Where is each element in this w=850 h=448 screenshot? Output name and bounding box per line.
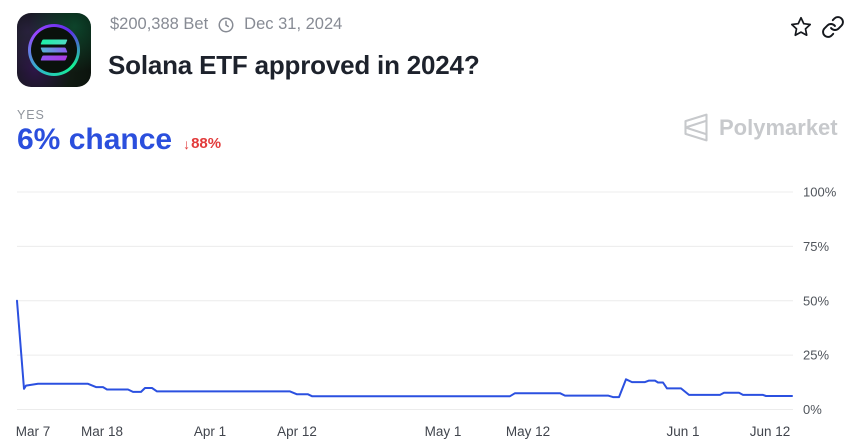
polymarket-wordmark: Polymarket <box>719 114 838 140</box>
y-tick-label: 75% <box>803 239 829 254</box>
y-tick-label: 100% <box>803 185 837 200</box>
copy-link-button[interactable] <box>821 15 845 39</box>
x-tick-label: Jun 12 <box>750 424 791 439</box>
x-tick-label: Mar 7 <box>16 424 51 439</box>
star-bookmark-button[interactable] <box>789 15 813 39</box>
link-icon <box>822 16 844 38</box>
clock-icon <box>217 16 235 34</box>
outcome-summary: YES 6% chance ↓ 88% <box>17 108 221 155</box>
y-tick-label: 50% <box>803 293 829 308</box>
market-meta-row: $200,388 Bet Dec 31, 2024 <box>110 15 342 34</box>
price-line-yes <box>16 299 793 399</box>
probability-chart[interactable]: 0% 25% 50% 75% 100% Mar 7 Mar 18 Apr 1 Apr 12 May… <box>0 180 850 448</box>
solana-logo-icon <box>40 39 68 61</box>
x-tick-label: Apr 1 <box>194 424 226 439</box>
market-title: Solana ETF approved in 2024? <box>108 50 480 80</box>
star-icon <box>790 16 812 37</box>
change-badge: ↓ 88% <box>183 135 221 155</box>
bet-amount: $200,388 Bet <box>110 15 209 33</box>
outcome-label: YES <box>17 108 45 122</box>
y-tick-label: 25% <box>803 348 829 363</box>
x-tick-label: Jun 1 <box>666 424 699 439</box>
polymarket-logo-icon <box>684 113 708 142</box>
market-avatar-solana <box>17 13 91 87</box>
x-tick-label: Apr 12 <box>277 424 317 439</box>
y-tick-label: 0% <box>803 402 822 417</box>
x-tick-label: May 1 <box>425 424 462 439</box>
polymarket-watermark: Polymarket <box>682 112 838 143</box>
deadline-date: Dec 31, 2024 <box>244 15 343 33</box>
x-tick-label: May 12 <box>506 424 550 439</box>
chance-value: 6% chance <box>17 123 173 156</box>
down-arrow-icon: ↓ <box>183 135 191 152</box>
change-value: 88% <box>191 135 222 152</box>
x-tick-label: Mar 18 <box>81 424 123 439</box>
